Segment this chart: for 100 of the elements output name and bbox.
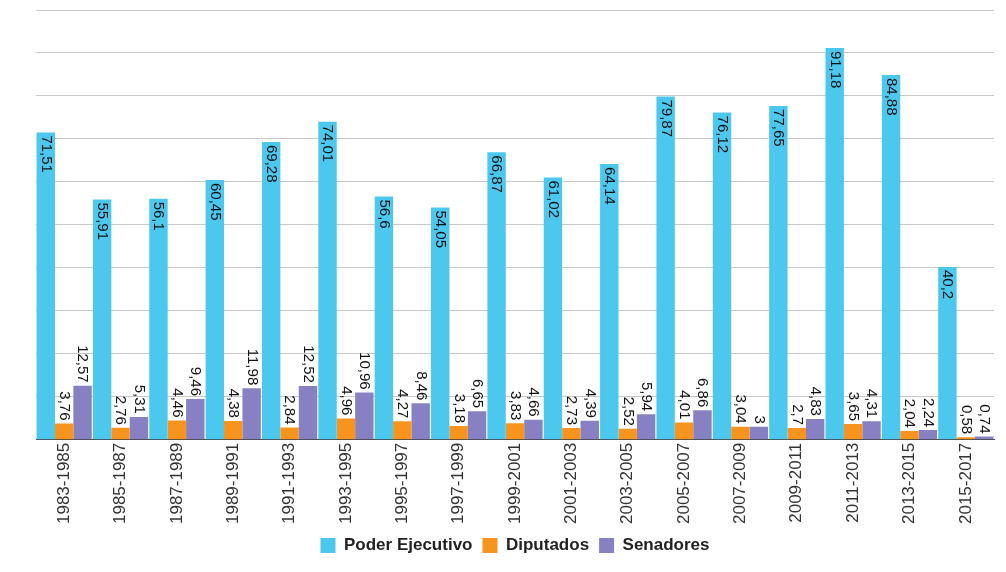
data-label: 55,91 (94, 202, 112, 240)
x-tick-label: 2005-2007 (673, 442, 693, 525)
x-tick-label: 1991-1993 (279, 442, 299, 525)
bar (900, 430, 919, 440)
bar (938, 266, 957, 440)
data-label: 77,65 (771, 109, 789, 147)
bar (280, 427, 299, 440)
data-label: 12,57 (75, 345, 93, 383)
legend-label: Poder Ejecutivo (343, 535, 473, 555)
x-tick-label: 2011-2013 (842, 442, 862, 523)
bar (674, 422, 694, 440)
bar (805, 418, 825, 440)
data-label: 2,04 (902, 398, 920, 428)
data-label: 56,1 (151, 201, 169, 231)
data-label: 71,51 (38, 135, 56, 173)
data-label: 69,28 (264, 145, 282, 183)
bar (543, 177, 563, 440)
data-label: 4,39 (582, 388, 600, 418)
x-tick-label: 2013-2015 (899, 442, 919, 525)
bar (449, 426, 468, 440)
bar (224, 420, 243, 440)
data-label: 76,12 (714, 115, 732, 154)
data-label: 8,46 (413, 371, 431, 401)
data-label: 5,94 (638, 381, 656, 412)
data-label: 2,24 (920, 397, 938, 428)
data-label: 2,7 (789, 404, 807, 426)
bar (374, 196, 394, 440)
x-tick-label: 1995-1997 (391, 442, 411, 525)
legend-label: Senadores (622, 535, 710, 555)
bar (769, 106, 788, 440)
bar (411, 403, 430, 440)
bar (580, 420, 599, 440)
data-label: 56,6 (376, 199, 394, 229)
bar (712, 112, 732, 440)
data-label: 3,18 (451, 393, 469, 424)
bar (431, 207, 450, 440)
bar (92, 199, 112, 440)
data-label: 11,98 (244, 348, 262, 386)
bar (693, 410, 712, 440)
x-tick-label: 2009-2011 (786, 442, 806, 523)
bar (149, 198, 168, 440)
bar (261, 142, 281, 440)
data-label: 3,04 (733, 394, 751, 424)
x-tick-label: 1993-1995 (335, 442, 355, 525)
data-label: 3 (751, 415, 769, 424)
data-label: 91,18 (827, 50, 845, 89)
data-label: 40,2 (940, 269, 958, 300)
x-tick-label: 1989-1991 (222, 442, 242, 525)
bar (36, 132, 55, 440)
bar (129, 416, 149, 440)
x-tick-label: 2001-2003 (561, 442, 581, 525)
bar (73, 385, 92, 440)
data-label: 60,45 (207, 182, 225, 221)
bar (656, 96, 675, 440)
data-label: 4,38 (226, 388, 244, 418)
bar (524, 419, 543, 440)
data-label: 0,74 (977, 404, 995, 434)
x-tick-label: 1985-1987 (110, 442, 130, 525)
bar (167, 420, 187, 440)
data-label: 3,83 (507, 391, 525, 421)
data-label: 84,88 (883, 77, 901, 116)
x-tick-label: 1983-1985 (53, 442, 73, 525)
legend-label: Diputados (505, 535, 590, 555)
data-label: 79,87 (658, 99, 676, 138)
bar (618, 428, 637, 440)
bar (505, 423, 525, 440)
data-label: 3,65 (845, 391, 863, 422)
x-tick-label: 1987-1989 (166, 442, 186, 525)
bar (562, 427, 581, 440)
data-label: 9,46 (188, 366, 206, 397)
data-label: 4,46 (169, 388, 187, 418)
bar (318, 121, 337, 440)
bar (881, 74, 901, 440)
data-label: 4,83 (808, 386, 826, 416)
x-tick-label: 2015-2017 (955, 442, 975, 525)
bar (636, 414, 656, 440)
data-label: 5,31 (131, 384, 149, 414)
bar (825, 47, 844, 440)
data-label: 10,96 (357, 352, 375, 390)
bar (111, 427, 130, 440)
data-label: 3,76 (57, 391, 75, 421)
bar (336, 418, 356, 440)
data-label: 4,01 (676, 390, 694, 420)
bar (918, 430, 938, 440)
bar (600, 164, 619, 440)
bar (487, 152, 506, 440)
bar (242, 388, 261, 440)
bar (355, 392, 374, 440)
data-label: 2,84 (282, 395, 300, 425)
x-tick-label: 2007-2009 (730, 442, 750, 525)
data-label: 2,52 (620, 396, 638, 426)
bar (731, 426, 750, 440)
bar (298, 385, 318, 440)
data-label: 4,27 (395, 389, 413, 419)
data-label: 4,66 (526, 387, 544, 417)
bar (862, 421, 881, 440)
data-label: 6,65 (469, 378, 487, 409)
x-tick-label: 1997-1999 (448, 442, 468, 525)
data-label: 74,01 (320, 124, 338, 163)
data-label: 54,05 (433, 210, 451, 248)
